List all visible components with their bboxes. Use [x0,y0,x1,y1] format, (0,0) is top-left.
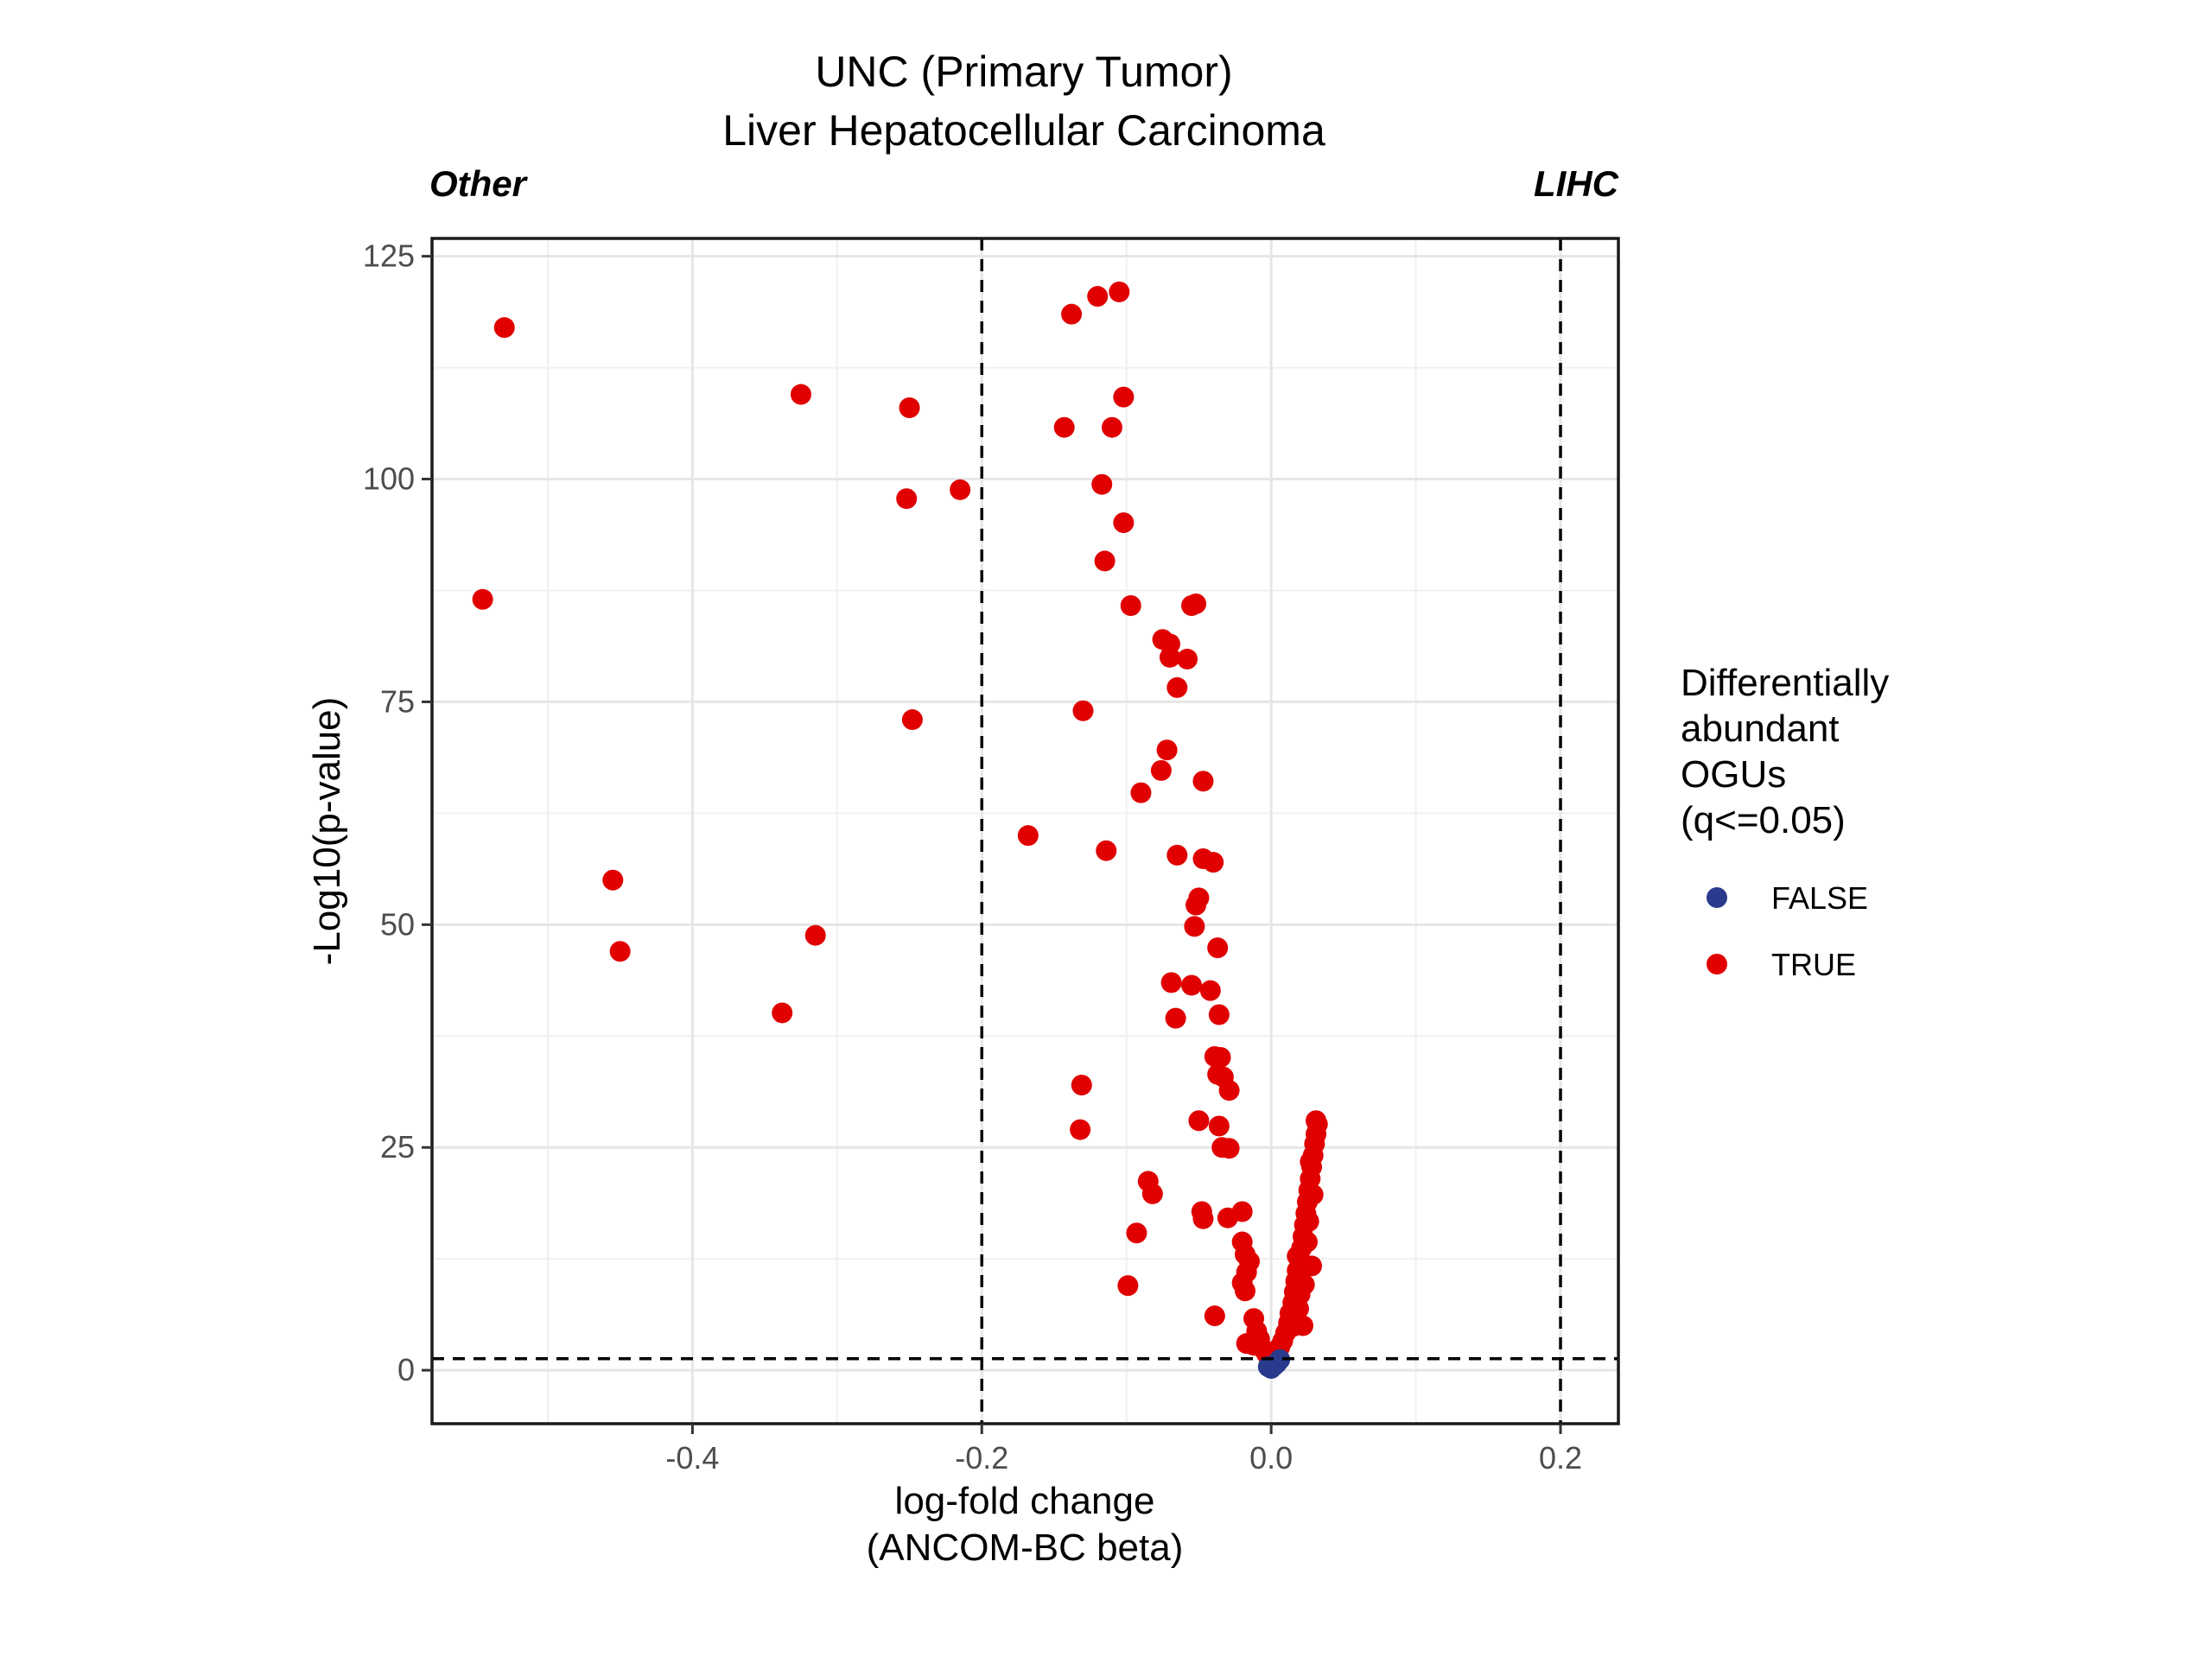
x-tick-label: -0.4 [665,1440,719,1476]
data-point-true [1165,1007,1186,1029]
data-point-true [772,1002,793,1024]
legend-key-false [1707,887,1727,908]
legend-title: abundant [1681,708,1840,750]
data-point-true [790,384,811,405]
data-point-true [804,924,826,946]
data-point-true [1298,1210,1319,1232]
data-point-true [1109,281,1130,302]
reference-lines [432,238,1618,1424]
data-points [472,281,1328,1380]
data-point-true [1235,1280,1256,1302]
data-point-true [1091,473,1113,495]
data-point-true [1166,676,1188,698]
data-point-true [1096,840,1117,861]
data-point-true [1113,512,1135,534]
legend-title: (q<=0.05) [1681,799,1846,841]
legend-label-true: TRUE [1771,947,1856,982]
data-point-true [1181,974,1203,996]
data-point-true [1126,1222,1147,1244]
data-point-true [1203,852,1224,873]
data-point-true [1141,1183,1163,1204]
data-point-true [1287,1246,1308,1267]
left-group-label: Other [429,163,529,204]
data-point-true [1159,646,1180,668]
data-point-true [602,869,624,891]
legend-key-true [1707,954,1727,974]
data-point-true [1061,303,1083,325]
data-point-true [1160,972,1182,993]
data-point-true [896,488,918,510]
data-point-true [1071,1075,1092,1095]
y-tick-label: 0 [397,1352,415,1387]
y-tick-label: 75 [380,683,415,719]
data-point-true [1208,1004,1230,1025]
data-point-true [1231,1201,1253,1222]
data-point-true [1177,648,1198,670]
data-point-true [1185,894,1207,916]
y-tick-label: 125 [363,238,415,274]
data-point-true [1184,916,1205,937]
data-point-true [1053,416,1075,438]
data-point-true [1192,771,1214,792]
x-axis-label-secondary: (ANCOM-BC beta) [867,1527,1184,1569]
y-tick-label: 100 [363,461,415,497]
data-point-true [1072,700,1094,721]
data-point-true [1094,550,1116,572]
data-point-true [1218,1080,1240,1101]
y-tick-label: 25 [380,1129,415,1165]
data-point-true [1208,1115,1230,1137]
data-point-true [1101,416,1122,438]
data-point-true [1166,844,1188,866]
legend-title: Differentially [1681,662,1889,704]
data-point-true [1204,1305,1225,1327]
data-point-true [1156,739,1178,761]
chart-title: UNC (Primary Tumor) [815,48,1232,96]
data-point-true [1117,1275,1139,1297]
data-point-true [1282,1316,1304,1337]
data-point-true [1199,980,1221,1001]
data-point-true [1113,386,1135,408]
data-point-true [1218,1138,1240,1159]
data-point-true [493,317,515,339]
y-tick-label: 50 [380,906,415,942]
legend-title: OGUs [1681,753,1786,796]
x-axis-label: log-fold change [895,1480,1155,1522]
data-point-true [1300,1151,1321,1172]
data-point-true [901,709,923,731]
legend-label-false: FALSE [1771,880,1868,916]
data-point-true [1017,825,1039,847]
chart-subtitle: Liver Hepatocellular Carcinoma [722,106,1325,155]
data-point-true [1120,595,1141,617]
y-axis-label: -Log10(p-value) [306,697,348,966]
data-point-true [950,479,971,500]
data-point-true [899,397,920,418]
data-point-true [472,588,493,610]
data-point-true [1188,1110,1210,1132]
data-point-true [1294,1274,1315,1296]
data-point-true [1070,1119,1091,1140]
data-point-true [1301,1255,1323,1277]
data-point-true [609,941,631,962]
plot-panel-border [430,237,1620,1425]
data-point-true [1130,782,1152,803]
axes: -0.4 -0.2 0.0 0.2 0 25 50 75 100 125 [363,238,1582,1476]
data-point-true [1181,595,1203,617]
data-point-true [1207,937,1229,959]
x-tick-label: 0.2 [1539,1440,1582,1476]
data-point-true [1192,1208,1214,1229]
right-group-label: LIHC [1534,163,1619,204]
data-point-true [1306,1110,1327,1132]
data-point-true [1302,1184,1324,1205]
data-point-true [1150,759,1172,781]
x-tick-label: -0.2 [955,1440,1008,1476]
data-point-true [1087,286,1109,308]
x-tick-label: 0.0 [1249,1440,1293,1476]
data-point-true [1287,1298,1309,1319]
data-point-false [1269,1349,1291,1370]
data-point-true [1210,1047,1231,1069]
